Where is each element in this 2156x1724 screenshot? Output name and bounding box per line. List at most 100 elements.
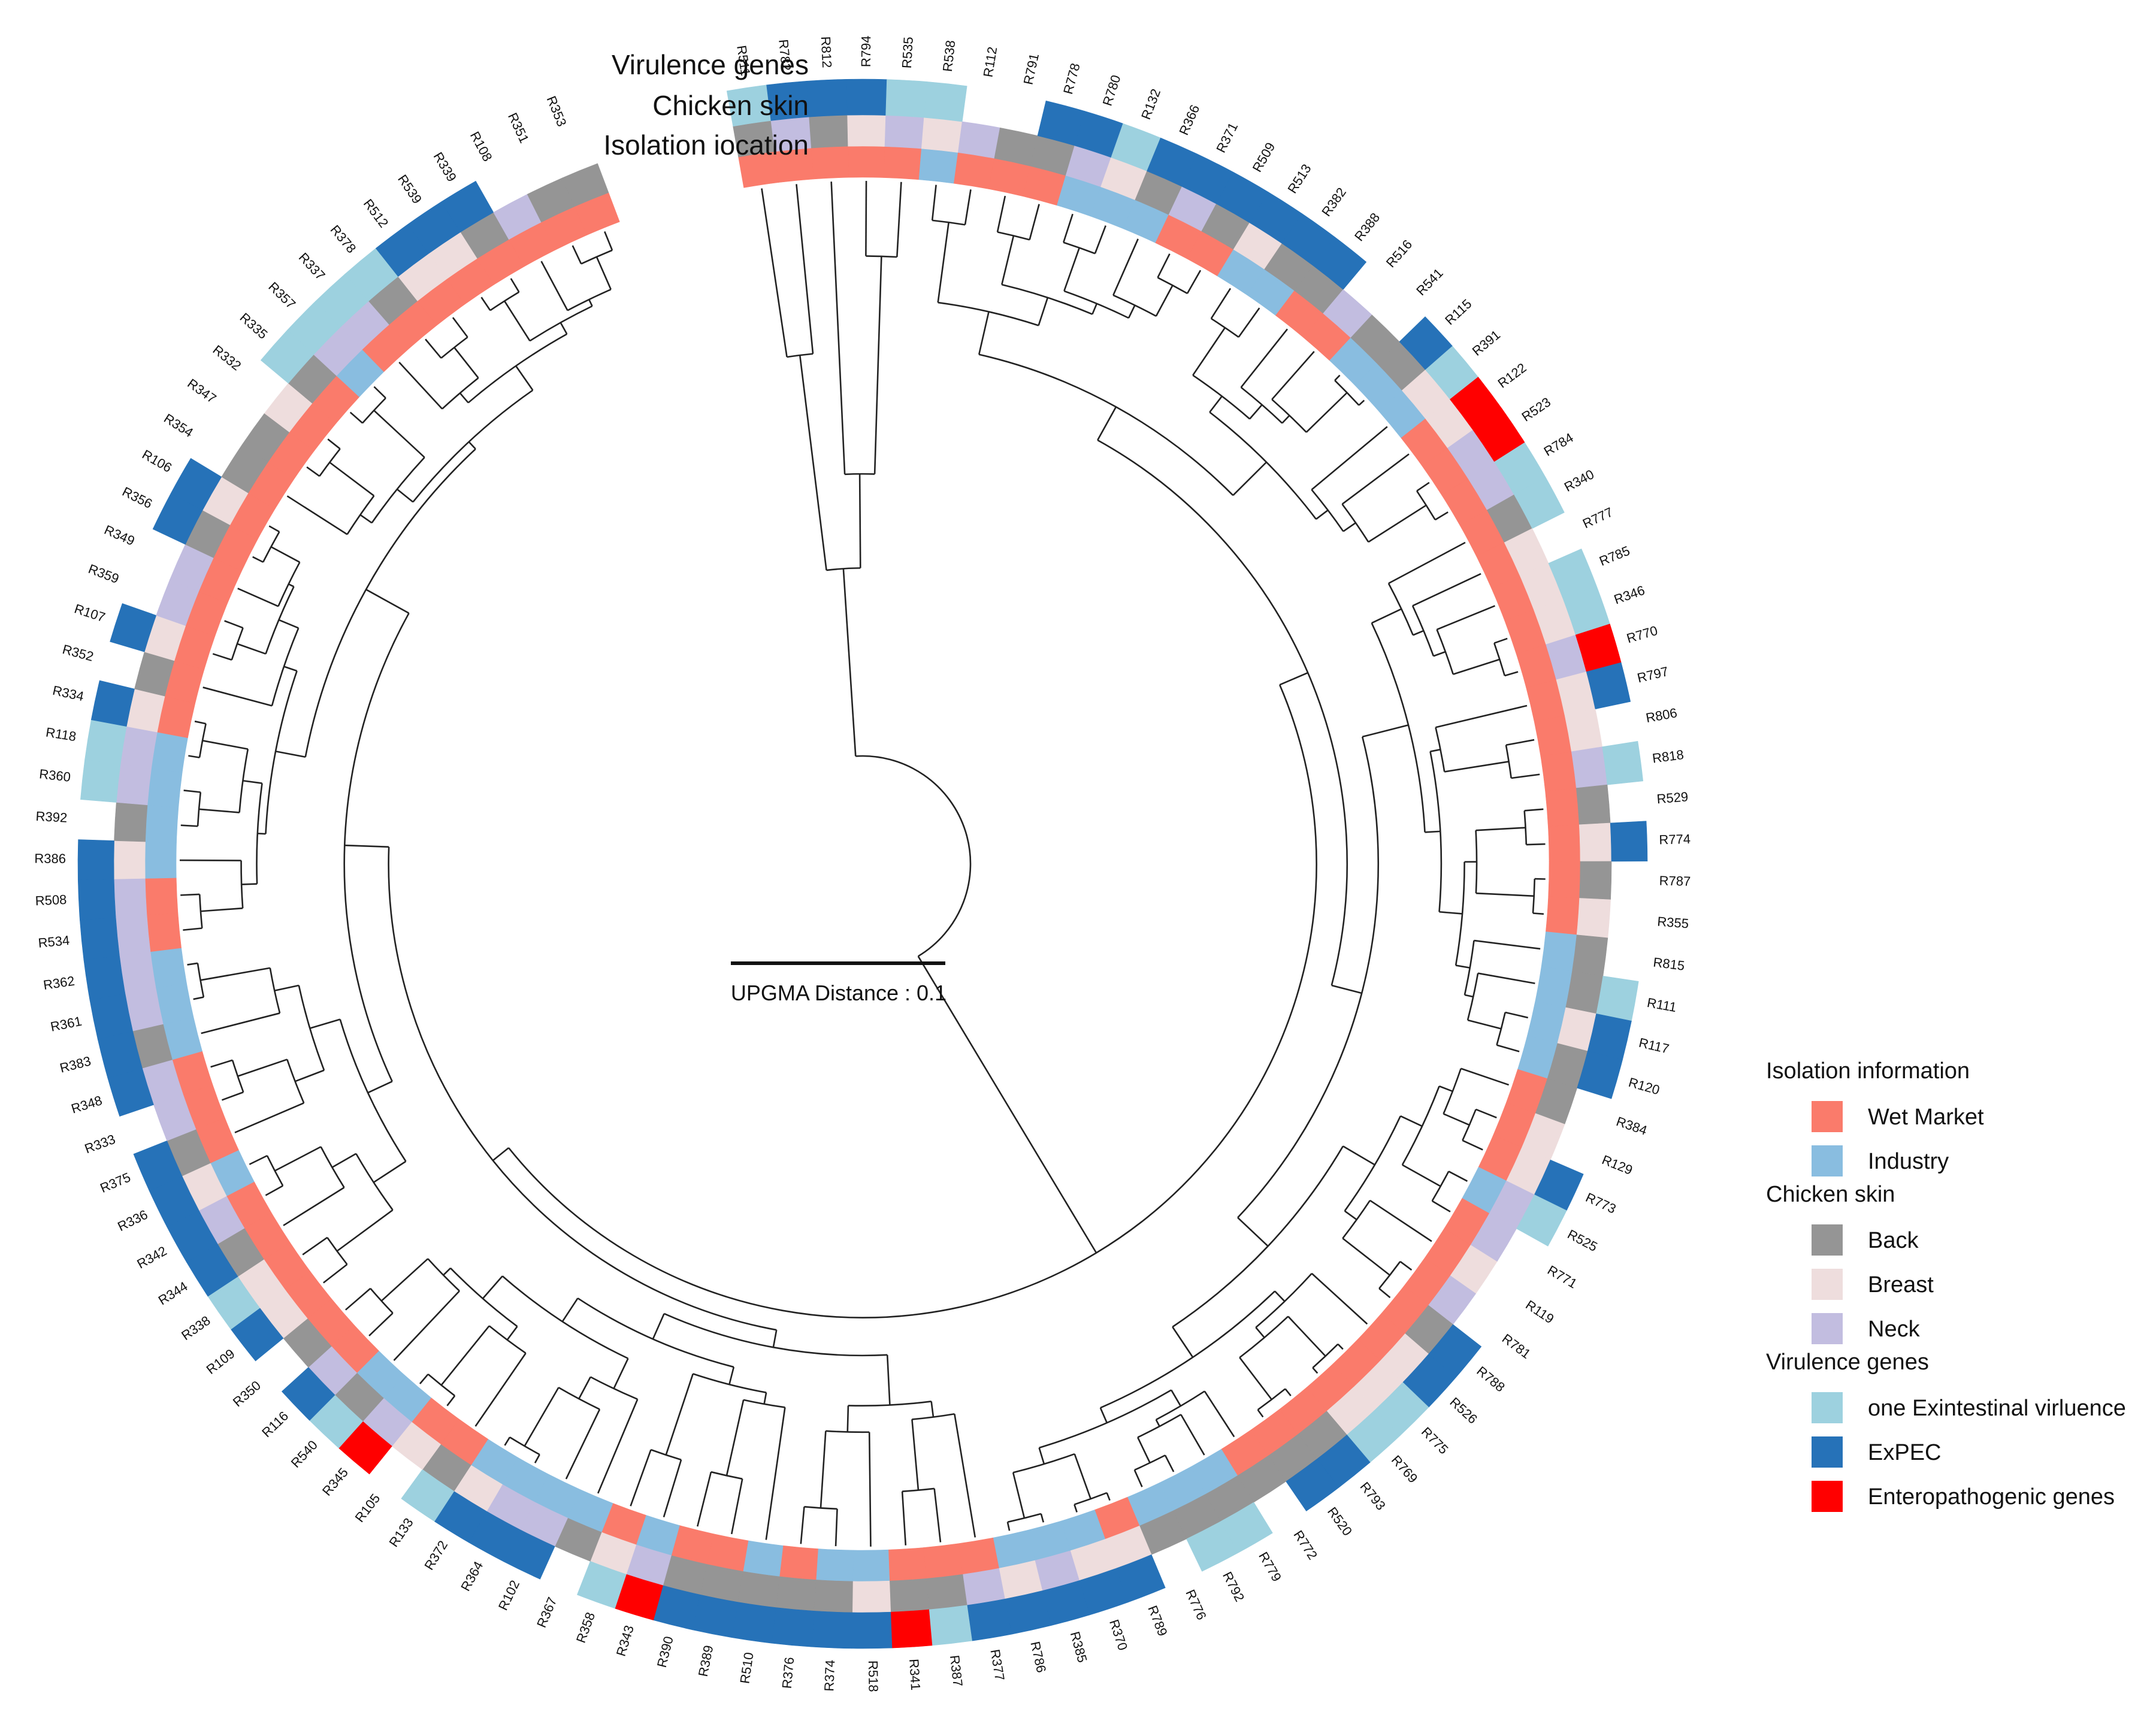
tip-label: R374 (821, 1659, 837, 1692)
legend-title: Chicken skin (1766, 1182, 1895, 1207)
isolation-cell (852, 1549, 890, 1582)
scale-bar-label: UPGMA Distance : 0.1 (731, 981, 947, 1005)
tip-label: R367 (534, 1595, 560, 1630)
tree-branch (202, 740, 249, 750)
tip-label: R118 (45, 724, 77, 744)
tree-branch (1342, 1145, 1375, 1166)
tree-branch (1435, 511, 1449, 521)
isolation-cell (147, 768, 183, 808)
isolation-cell (1541, 931, 1577, 972)
isolation-cell (1546, 896, 1580, 935)
tree-branch (183, 927, 202, 931)
tip-label: R534 (38, 933, 71, 951)
tree-branch (1127, 305, 1136, 319)
legend-swatch (1812, 1224, 1843, 1256)
tree-branch (834, 1508, 838, 1547)
tree-branch (238, 749, 249, 813)
tip-label: R384 (1614, 1114, 1649, 1138)
tip-label: R784 (1541, 430, 1576, 459)
virulence-cell (692, 1594, 738, 1638)
tree-branch (1074, 1504, 1078, 1513)
tree-branch (1341, 453, 1410, 505)
tree-branch (446, 1395, 456, 1407)
virulence-cell (1596, 975, 1639, 1021)
tip-label: R523 (1519, 394, 1554, 424)
virulence-cell (84, 719, 127, 765)
tree-branch (663, 1459, 682, 1517)
tip-label: R333 (83, 1132, 117, 1157)
virulence-cell (77, 839, 114, 880)
tip-label: R332 (210, 342, 244, 373)
tip-label: R370 (1106, 1617, 1130, 1652)
tree-branch (243, 779, 262, 784)
tip-label: R518 (866, 1661, 881, 1692)
virulence-cell (771, 1607, 815, 1647)
tree-branch (453, 347, 479, 379)
tree-branch (696, 1471, 712, 1527)
tip-label: R342 (134, 1243, 169, 1271)
tip-label: R510 (737, 1652, 756, 1685)
virulence-cell (846, 78, 887, 116)
tree-branch (1433, 651, 1446, 657)
tree-branch (398, 361, 443, 410)
tree-branch (252, 556, 264, 563)
tree-branch (198, 723, 207, 758)
skin-cell (1564, 709, 1602, 752)
isolation-cell (923, 1543, 963, 1579)
tree-branch (1305, 392, 1348, 433)
isolation-cell (742, 1540, 784, 1577)
tree-branch (1439, 1085, 1453, 1093)
tree-branch (1238, 307, 1260, 338)
tip-label: R133 (386, 1516, 416, 1550)
tree-branch (373, 386, 386, 399)
tip-label: R340 (1562, 467, 1596, 495)
tip-label: R356 (120, 484, 155, 512)
tree-branch (1279, 672, 1308, 686)
tree-branch (896, 182, 902, 258)
tree-branch (954, 1414, 976, 1538)
tree-branch (202, 686, 273, 707)
tree-branch (488, 1325, 527, 1354)
tip-label: R120 (1627, 1075, 1661, 1097)
tip-label: R788 (1474, 1363, 1508, 1395)
tip-label: R386 (34, 851, 66, 866)
tip-label: R791 (1021, 52, 1042, 86)
tree-branch (524, 1387, 560, 1447)
isolation-cell (144, 878, 179, 916)
tree-branch (249, 1155, 268, 1165)
tip-label: R772 (1290, 1528, 1320, 1562)
tree-branch (309, 1018, 341, 1029)
tree-branch (1342, 522, 1356, 533)
tree-branch (278, 619, 299, 629)
tip-label: R388 (1351, 210, 1383, 244)
tree-branch (978, 311, 990, 355)
tree-branch (665, 1373, 694, 1456)
tree-branch (1358, 400, 1365, 406)
tip-label: R806 (1644, 705, 1678, 725)
tree-branch (283, 666, 298, 672)
isolation-cell (811, 146, 849, 180)
tip-label: R782 (776, 39, 794, 72)
legend-title: Isolation information (1766, 1058, 1970, 1084)
virulence-cell (885, 79, 927, 118)
tree-branch (474, 1353, 527, 1427)
ring-label-virulence: Virulence genes (612, 49, 809, 80)
tip-label: R366 (1176, 102, 1202, 137)
tree-branch (1257, 1388, 1286, 1411)
tip-label: R775 (1419, 1424, 1452, 1457)
tree-branch (1505, 739, 1535, 746)
tree-branch (996, 195, 1006, 232)
virulence-cell (1610, 821, 1648, 862)
tree-branch (1237, 736, 1380, 1218)
tip-label: R353 (544, 94, 570, 129)
virulence-cell (924, 81, 967, 122)
tip-label: R355 (1657, 914, 1689, 931)
tip-label: R391 (1469, 327, 1503, 359)
tip-label: R376 (779, 1656, 797, 1689)
tree-branch (763, 1392, 767, 1405)
tip-label: R538 (940, 40, 958, 72)
tip-label: R509 (1250, 140, 1278, 174)
tip-label: R382 (1319, 185, 1349, 219)
tip-label: R341 (906, 1658, 923, 1690)
tree-branch (1094, 225, 1106, 254)
